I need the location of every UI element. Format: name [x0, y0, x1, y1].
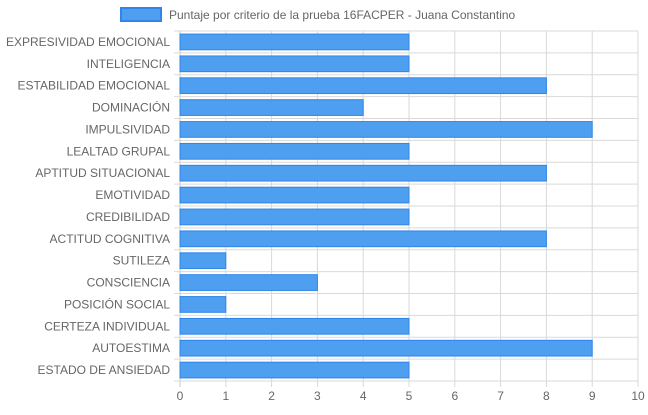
category-label: ACTITUD COGNITIVA [50, 232, 170, 246]
category-label: SUTILEZA [113, 254, 170, 268]
bar[interactable] [179, 230, 547, 248]
category-label: CREDIBILIDAD [86, 210, 170, 224]
x-tick-label: 5 [406, 389, 413, 403]
bar[interactable] [179, 164, 547, 182]
x-tick-label: 1 [222, 389, 229, 403]
category-label: DOMINACIÓN [92, 100, 170, 115]
bar[interactable] [179, 252, 227, 270]
category-label: AUTOESTIMA [92, 341, 170, 355]
x-tick-label: 0 [177, 389, 184, 403]
bar[interactable] [179, 99, 364, 116]
category-label: APTITUD SITUACIONAL [35, 166, 170, 180]
category-labels: EXPRESIVIDAD EMOCIONAL INTELIGENCIA ESTABI… [6, 35, 170, 377]
bars [179, 33, 593, 379]
x-tick-label: 9 [589, 389, 596, 403]
category-label: CERTEZA INDIVIDUAL [44, 319, 170, 333]
x-tick-labels: 0 1 2 3 4 5 6 7 8 9 10 [177, 389, 645, 403]
bar[interactable] [179, 361, 410, 379]
bar[interactable] [179, 77, 547, 95]
x-tick-label: 8 [543, 389, 550, 403]
x-tick-label: 6 [451, 389, 458, 403]
bar[interactable] [179, 274, 318, 291]
category-label: EXPRESIVIDAD EMOCIONAL [6, 35, 170, 49]
category-label: LEALTAD GRUPAL [67, 144, 171, 158]
bar[interactable] [179, 296, 227, 313]
x-tick-label: 2 [268, 389, 275, 403]
legend-label[interactable]: Puntaje por criterio de la prueba 16FACP… [169, 8, 516, 22]
category-label: INTELIGENCIA [87, 57, 170, 71]
x-tick-label: 7 [497, 389, 504, 403]
bar[interactable] [179, 142, 410, 160]
x-tick-label: 4 [360, 389, 367, 403]
bar[interactable] [179, 121, 593, 138]
bar[interactable] [179, 208, 410, 226]
bar[interactable] [179, 317, 410, 335]
legend-swatch[interactable] [120, 7, 162, 22]
bar[interactable] [179, 339, 593, 357]
category-label: EMOTIVIDAD [95, 188, 170, 202]
bar[interactable] [179, 186, 410, 204]
bar[interactable] [179, 55, 410, 73]
category-label: ESTADO DE ANSIEDAD [38, 363, 171, 377]
category-label: IMPULSIVIDAD [85, 122, 170, 136]
category-label: ESTABILIDAD EMOCIONAL [18, 79, 171, 93]
x-tick-label: 10 [631, 389, 645, 403]
legend[interactable]: Puntaje por criterio de la prueba 16FACP… [120, 7, 516, 22]
x-tick-label: 3 [314, 389, 321, 403]
category-label: CONSCIENCIA [87, 276, 170, 290]
bar[interactable] [179, 33, 410, 51]
category-label: POSICIÓN SOCIAL [64, 296, 170, 311]
